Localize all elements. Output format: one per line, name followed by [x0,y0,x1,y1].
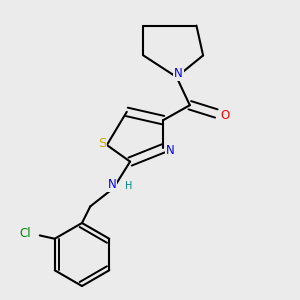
Text: H: H [125,181,132,190]
Text: N: N [166,143,174,157]
Text: S: S [98,137,106,150]
Text: O: O [220,109,229,122]
Text: N: N [174,67,183,80]
Text: N: N [107,178,116,191]
Text: Cl: Cl [19,227,31,240]
